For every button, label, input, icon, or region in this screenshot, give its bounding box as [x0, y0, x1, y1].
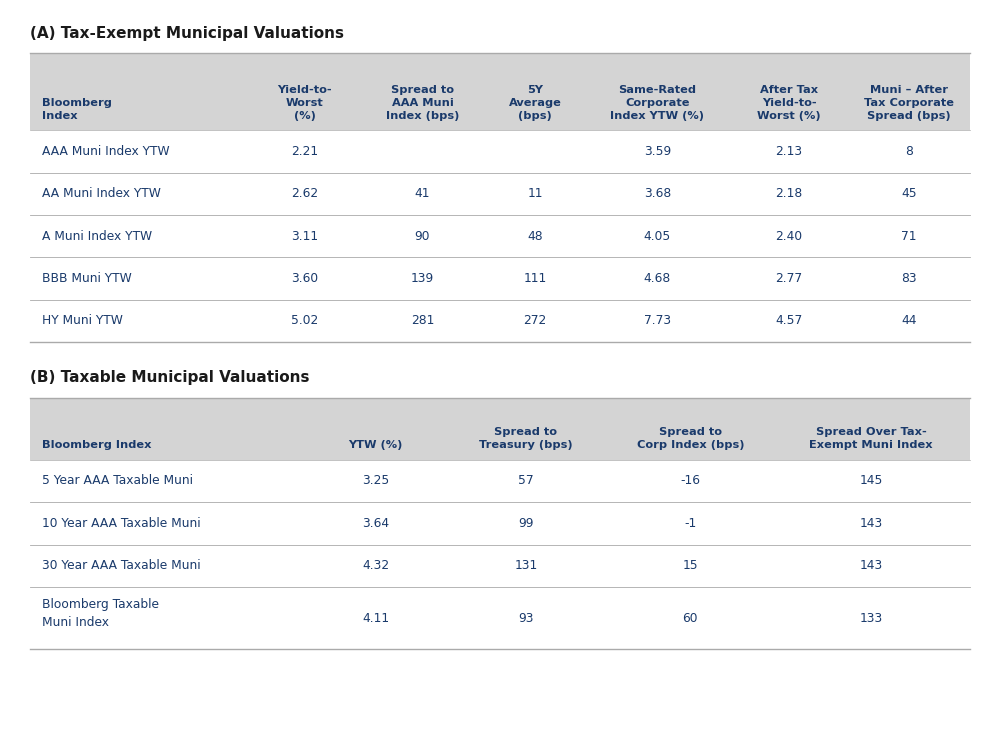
Text: 7.73: 7.73	[644, 314, 671, 327]
Text: 48: 48	[527, 230, 543, 243]
Text: 2.13: 2.13	[775, 145, 803, 158]
Bar	[30, 587, 970, 649]
Text: 4.32: 4.32	[362, 559, 389, 572]
Text: Bloomberg Index: Bloomberg Index	[42, 440, 152, 450]
Text: 3.68: 3.68	[644, 187, 671, 200]
Text: -1: -1	[684, 517, 696, 530]
Text: AA Muni Index YTW: AA Muni Index YTW	[42, 187, 161, 200]
Text: 131: 131	[514, 559, 537, 572]
Text: 93: 93	[518, 612, 534, 624]
Text: 4.05: 4.05	[644, 230, 671, 243]
Bar	[30, 53, 970, 130]
Text: 272: 272	[524, 314, 547, 327]
Bar	[30, 300, 970, 342]
Text: -16: -16	[680, 474, 700, 488]
Text: YTW (%): YTW (%)	[348, 440, 403, 450]
Text: 2.21: 2.21	[291, 145, 319, 158]
Text: 10 Year AAA Taxable Muni: 10 Year AAA Taxable Muni	[42, 517, 201, 530]
Text: Bloomberg
Index: Bloomberg Index	[42, 98, 112, 121]
Text: 71: 71	[901, 230, 917, 243]
Text: 90: 90	[415, 230, 430, 243]
Text: Muni – After
Tax Corporate
Spread (bps): Muni – After Tax Corporate Spread (bps)	[864, 85, 954, 121]
Text: Same-Rated
Corporate
Index YTW (%): Same-Rated Corporate Index YTW (%)	[610, 85, 704, 121]
Text: 11: 11	[528, 187, 543, 200]
Text: 281: 281	[411, 314, 434, 327]
Bar	[30, 130, 970, 173]
Text: 5.02: 5.02	[291, 314, 319, 327]
Text: 4.57: 4.57	[775, 314, 803, 327]
Text: (B) Taxable Municipal Valuations: (B) Taxable Municipal Valuations	[30, 370, 310, 385]
Text: 111: 111	[524, 272, 547, 285]
Text: 143: 143	[860, 559, 883, 572]
Text: 45: 45	[901, 187, 917, 200]
Bar	[30, 398, 970, 460]
Bar	[30, 173, 970, 215]
Text: BBB Muni YTW: BBB Muni YTW	[42, 272, 132, 285]
Text: 3.25: 3.25	[362, 474, 389, 488]
Bar	[30, 545, 970, 587]
Text: 5 Year AAA Taxable Muni: 5 Year AAA Taxable Muni	[42, 474, 193, 488]
Text: 2.18: 2.18	[775, 187, 803, 200]
Text: 8: 8	[905, 145, 913, 158]
Text: 3.59: 3.59	[644, 145, 671, 158]
Text: 57: 57	[518, 474, 534, 488]
Text: Bloomberg Taxable
Muni Index: Bloomberg Taxable Muni Index	[42, 598, 159, 629]
Text: 4.11: 4.11	[362, 612, 389, 624]
Text: HY Muni YTW: HY Muni YTW	[42, 314, 123, 327]
Text: 83: 83	[901, 272, 917, 285]
Text: 99: 99	[518, 517, 534, 530]
Text: 30 Year AAA Taxable Muni: 30 Year AAA Taxable Muni	[42, 559, 201, 572]
Text: Spread to
AAA Muni
Index (bps): Spread to AAA Muni Index (bps)	[386, 85, 459, 121]
Text: A Muni Index YTW: A Muni Index YTW	[42, 230, 152, 243]
Text: 2.40: 2.40	[775, 230, 803, 243]
Bar	[30, 257, 970, 300]
Text: Spread to
Corp Index (bps): Spread to Corp Index (bps)	[637, 428, 744, 450]
Text: 3.60: 3.60	[291, 272, 319, 285]
Text: Yield-to-
Worst
(%): Yield-to- Worst (%)	[278, 85, 332, 121]
Text: 15: 15	[683, 559, 698, 572]
Bar	[30, 460, 970, 502]
Text: (A) Tax-Exempt Municipal Valuations: (A) Tax-Exempt Municipal Valuations	[30, 26, 344, 41]
Text: 60: 60	[683, 612, 698, 624]
Text: 3.64: 3.64	[362, 517, 389, 530]
Text: 133: 133	[860, 612, 883, 624]
Text: 41: 41	[415, 187, 430, 200]
Text: After Tax
Yield-to-
Worst (%): After Tax Yield-to- Worst (%)	[757, 85, 821, 121]
Text: 143: 143	[860, 517, 883, 530]
Text: 139: 139	[411, 272, 434, 285]
Text: Spread to
Treasury (bps): Spread to Treasury (bps)	[479, 428, 573, 450]
Bar	[30, 502, 970, 545]
Text: 2.77: 2.77	[775, 272, 803, 285]
Text: 3.11: 3.11	[291, 230, 319, 243]
Bar	[30, 215, 970, 257]
Text: Spread Over Tax-
Exempt Muni Index: Spread Over Tax- Exempt Muni Index	[809, 428, 933, 450]
Text: 2.62: 2.62	[291, 187, 319, 200]
Text: 145: 145	[860, 474, 883, 488]
Text: AAA Muni Index YTW: AAA Muni Index YTW	[42, 145, 170, 158]
Text: 4.68: 4.68	[644, 272, 671, 285]
Text: 44: 44	[901, 314, 917, 327]
Text: 5Y
Average
(bps): 5Y Average (bps)	[509, 85, 562, 121]
